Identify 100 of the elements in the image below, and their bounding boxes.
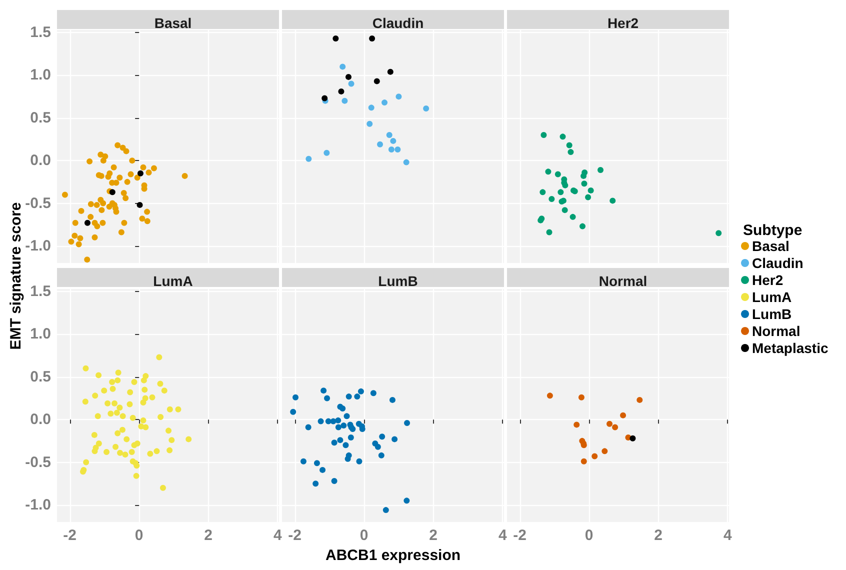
legend-label: LumB bbox=[752, 306, 792, 322]
point bbox=[358, 388, 364, 394]
chart-title: LumB bbox=[378, 273, 418, 289]
point bbox=[344, 413, 350, 420]
y-tick-label: 1.0 bbox=[30, 326, 51, 343]
point bbox=[562, 207, 568, 214]
point bbox=[100, 200, 106, 206]
point bbox=[72, 232, 78, 239]
point bbox=[366, 120, 373, 127]
point bbox=[548, 196, 555, 202]
legend-label: Claudin bbox=[752, 255, 804, 271]
point bbox=[306, 156, 312, 162]
chart-title: LumA bbox=[153, 273, 193, 289]
point bbox=[322, 95, 328, 102]
legend-label: LumA bbox=[752, 289, 792, 305]
point bbox=[88, 201, 94, 208]
point bbox=[106, 204, 112, 210]
point bbox=[592, 453, 598, 460]
y-tick-label: 0.5 bbox=[30, 368, 51, 386]
point bbox=[578, 394, 584, 400]
point bbox=[182, 172, 188, 179]
point bbox=[342, 442, 349, 448]
point bbox=[558, 189, 564, 196]
x-tick-label: 0 bbox=[360, 527, 368, 544]
point bbox=[124, 178, 130, 185]
point bbox=[86, 158, 93, 164]
point bbox=[320, 466, 326, 473]
point bbox=[540, 132, 547, 138]
point bbox=[554, 171, 561, 178]
point bbox=[121, 220, 128, 226]
point bbox=[368, 104, 374, 111]
point bbox=[369, 36, 376, 42]
point bbox=[337, 437, 344, 444]
point bbox=[340, 64, 346, 70]
point bbox=[331, 440, 338, 446]
point bbox=[404, 498, 410, 504]
point bbox=[134, 174, 140, 181]
point bbox=[144, 208, 150, 215]
x-tick-label: 2 bbox=[429, 527, 438, 544]
point bbox=[396, 94, 402, 100]
point bbox=[98, 207, 105, 214]
point bbox=[62, 192, 68, 198]
point bbox=[610, 198, 616, 204]
point bbox=[146, 170, 152, 176]
point bbox=[300, 458, 306, 464]
point bbox=[546, 229, 552, 236]
point bbox=[332, 36, 339, 42]
point bbox=[379, 434, 386, 440]
point bbox=[109, 189, 116, 196]
point bbox=[378, 452, 384, 458]
point bbox=[116, 174, 123, 181]
point bbox=[566, 142, 572, 148]
point bbox=[76, 241, 82, 248]
point bbox=[68, 238, 74, 245]
point bbox=[374, 78, 380, 84]
point bbox=[588, 187, 594, 194]
point bbox=[574, 422, 580, 428]
point bbox=[84, 256, 90, 263]
point bbox=[290, 408, 296, 415]
point bbox=[331, 478, 338, 484]
point bbox=[580, 223, 586, 230]
point bbox=[137, 170, 144, 176]
point bbox=[84, 220, 90, 226]
y-tick-label: 0.0 bbox=[30, 411, 51, 428]
x-tick-label: -2 bbox=[63, 527, 76, 544]
point bbox=[392, 436, 398, 442]
x-tick-label: 2 bbox=[204, 527, 213, 544]
x-tick-label: 4 bbox=[273, 527, 282, 544]
point bbox=[139, 216, 146, 222]
point bbox=[98, 152, 104, 158]
legend-label: Her2 bbox=[752, 272, 784, 288]
chart-title: Normal bbox=[598, 273, 648, 289]
x-tick-label: 4 bbox=[498, 527, 508, 544]
y-tick-label: -1.0 bbox=[25, 237, 51, 254]
point bbox=[77, 235, 84, 242]
y-tick-label: -1.0 bbox=[25, 496, 51, 514]
point bbox=[570, 214, 576, 220]
x-axis-title: ABCB1 expression bbox=[325, 547, 461, 564]
chart-title: Her2 bbox=[607, 15, 639, 31]
point bbox=[100, 158, 106, 164]
legend-label: Normal bbox=[752, 323, 800, 339]
point bbox=[423, 106, 430, 112]
point bbox=[136, 202, 143, 208]
point bbox=[354, 394, 360, 400]
point bbox=[394, 146, 401, 152]
point bbox=[100, 220, 106, 226]
point bbox=[387, 68, 394, 75]
x-tick-label: 0 bbox=[584, 527, 594, 544]
point bbox=[144, 218, 150, 224]
point bbox=[338, 88, 344, 94]
point bbox=[545, 168, 552, 175]
point bbox=[612, 424, 618, 430]
point bbox=[560, 134, 566, 140]
point bbox=[382, 100, 388, 106]
point bbox=[94, 223, 100, 230]
legend-label: Basal bbox=[752, 238, 790, 254]
y-tick-label: -0.5 bbox=[25, 194, 51, 212]
point bbox=[105, 174, 112, 180]
point bbox=[585, 194, 592, 200]
x-tick-label: -2 bbox=[288, 527, 302, 544]
